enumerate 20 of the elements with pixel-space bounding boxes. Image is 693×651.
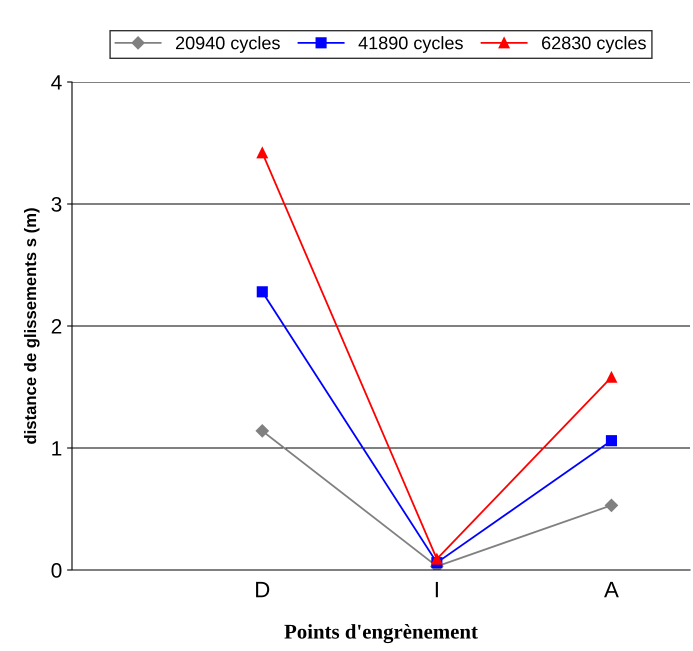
y-tick-label: 1 bbox=[52, 441, 62, 456]
x-tick-label: D bbox=[256, 582, 270, 598]
point bbox=[431, 553, 442, 565]
legend-label: 62830 cycles bbox=[542, 36, 646, 53]
y-tick-label: 4 bbox=[51, 75, 62, 90]
y-tick-label: 3 bbox=[51, 197, 62, 212]
point bbox=[256, 147, 268, 158]
point bbox=[606, 435, 617, 446]
point bbox=[604, 498, 618, 512]
legend-label: 41890 cycles bbox=[358, 36, 463, 53]
point bbox=[256, 424, 269, 438]
y-tick-label: 0 bbox=[52, 563, 62, 578]
y-axis-title: distance de glissements s (m) bbox=[24, 208, 40, 444]
x-axis-title: Points d'engrènement bbox=[284, 624, 478, 644]
x-tick-label: A bbox=[604, 582, 619, 598]
legend-label: 20940 cycles bbox=[176, 36, 280, 53]
y-tick-label: 2 bbox=[52, 319, 62, 334]
point bbox=[256, 286, 268, 298]
point bbox=[606, 372, 617, 383]
x-tick-label: I bbox=[436, 582, 438, 598]
